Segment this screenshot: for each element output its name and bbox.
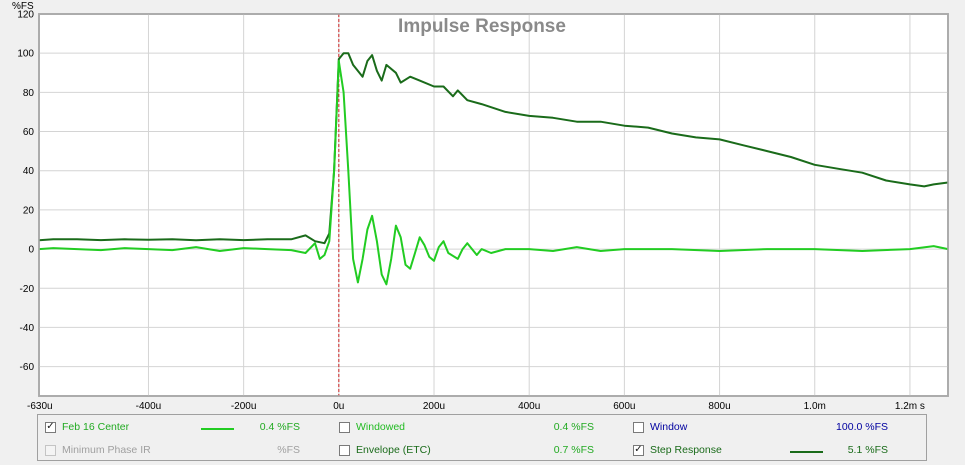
y-axis-unit-label: %FS (12, 1, 34, 12)
minimum-phase-ir-label: Minimum Phase IR (62, 444, 151, 456)
series-line-feb-16-center (38, 60, 949, 286)
feb16-center-checkbox[interactable]: ✓ (45, 421, 56, 433)
feb16-center-label: Feb 16 Center (62, 421, 130, 433)
y-tick-label: -40 (20, 323, 35, 334)
x-tick-label: 800u (708, 401, 730, 412)
y-tick-label: 120 (17, 10, 34, 21)
feb16-center-value: 0.4 %FS (259, 421, 300, 433)
y-tick-label: -20 (20, 284, 35, 295)
windowed-checkbox[interactable] (339, 421, 350, 433)
impulse-response-chart[interactable]: 120 100 80 60 40 20 0 -20 -40 -60 -630u -400u -200u 0… (0, 0, 965, 415)
x-tick-label: 1.0m (804, 401, 826, 412)
window-value: 100.0 %FS (836, 421, 888, 433)
envelope-etc-value: 0.7 %FS (553, 444, 594, 456)
y-tick-label: 100 (17, 49, 34, 60)
envelope-etc-label: Envelope (ETC) (356, 444, 431, 456)
legend-panel: ✓ Feb 16 Center 0.4 %FS Windowed 0.4 %FS… (37, 414, 927, 461)
legend-item-minimum-phase-ir: Minimum Phase IR (45, 442, 151, 458)
x-tick-label: -200u (231, 401, 257, 412)
y-tick-label: 60 (23, 127, 35, 138)
x-tick-label: -630u (27, 401, 53, 412)
chart-title: Impulse Response (398, 16, 566, 37)
x-tick-label: 400u (518, 401, 540, 412)
minimum-phase-ir-value: %FS (277, 444, 300, 456)
step-response-value: 5.1 %FS (847, 444, 888, 456)
window-label: Window (650, 421, 688, 433)
plot-area (38, 13, 949, 397)
x-tick-label: 0u (333, 401, 344, 412)
series-line-step-response (38, 52, 949, 245)
step-response-label: Step Response (650, 444, 722, 456)
legend-item-envelope-etc[interactable]: Envelope (ETC) (339, 442, 431, 458)
windowed-label: Windowed (356, 421, 406, 433)
envelope-etc-checkbox[interactable] (339, 444, 350, 456)
windowed-value: 0.4 %FS (553, 421, 594, 433)
step-response-checkbox[interactable]: ✓ (633, 444, 644, 456)
y-tick-label: -60 (20, 362, 35, 373)
step-response-swatch (790, 451, 823, 453)
x-tick-label: 600u (613, 401, 635, 412)
x-tick-label: 200u (423, 401, 445, 412)
axis-labels: 120 100 80 60 40 20 0 -20 -40 -60 -630u -400u -200u 0… (17, 10, 925, 413)
x-tick-label: 1.2m s (895, 401, 925, 412)
y-tick-label: 80 (23, 88, 35, 99)
plot-frame (38, 13, 949, 397)
minimum-phase-ir-checkbox (45, 444, 56, 456)
x-tick-label: -400u (136, 401, 162, 412)
window-checkbox[interactable] (633, 421, 644, 433)
y-tick-label: 20 (23, 205, 35, 216)
y-tick-label: 40 (23, 166, 35, 177)
legend-item-window[interactable]: Window (633, 419, 687, 435)
legend-item-windowed[interactable]: Windowed (339, 419, 405, 435)
y-tick-label: 0 (28, 245, 34, 256)
legend-item-step-response[interactable]: ✓ Step Response (633, 442, 722, 458)
legend-item-feb16-center[interactable]: ✓ Feb 16 Center (45, 419, 129, 435)
feb16-center-swatch (201, 428, 234, 430)
